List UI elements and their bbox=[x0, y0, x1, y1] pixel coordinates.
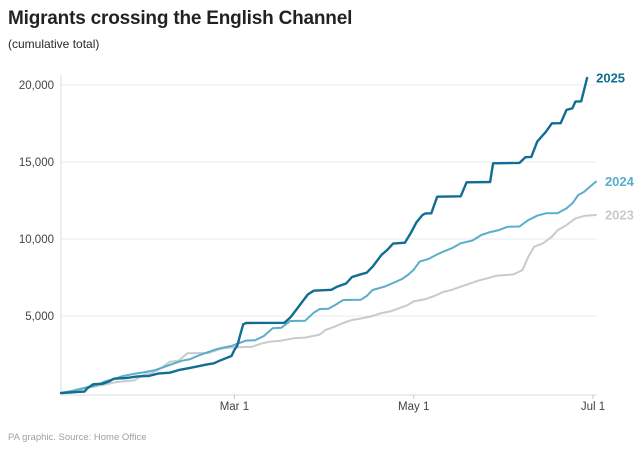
x-axis-tick-label: Mar 1 bbox=[220, 401, 249, 413]
series-line-2023 bbox=[60, 214, 597, 394]
x-axis-tick-label: Jul 1 bbox=[581, 401, 605, 413]
source-credit: PA graphic. Source: Home Office bbox=[8, 432, 147, 443]
y-axis-tick-label: 5,000 bbox=[25, 311, 54, 323]
series-label-2024: 2024 bbox=[605, 174, 635, 189]
series-line-2025 bbox=[59, 76, 589, 395]
y-axis-tick-label: 10,000 bbox=[19, 234, 54, 246]
y-axis-tick-label: 15,000 bbox=[19, 157, 54, 169]
series-label-2025: 2025 bbox=[596, 70, 625, 85]
series-label-2023: 2023 bbox=[605, 207, 634, 222]
y-axis-tick-label: 20,000 bbox=[19, 80, 54, 92]
x-axis-tick-label: May 1 bbox=[398, 401, 429, 413]
chart-subtitle: (cumulative total) bbox=[8, 37, 100, 51]
series-line-2024 bbox=[60, 180, 597, 394]
chart-title: Migrants crossing the English Channel bbox=[8, 8, 353, 29]
